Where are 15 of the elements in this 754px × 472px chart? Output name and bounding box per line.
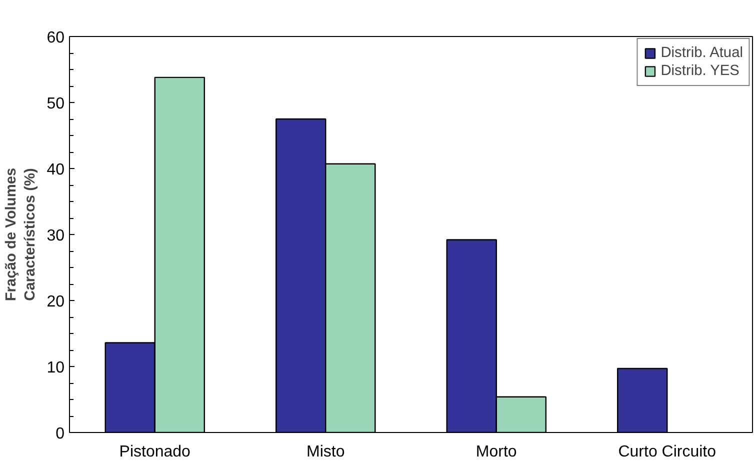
x-tick-label: Curto Circuito [618,444,716,460]
x-tick-label: Morto [476,444,517,460]
x-tick-label: Pistonado [119,444,191,460]
y-tick-label: 30 [46,228,65,244]
y-axis-title: Fração de Volumes Característicos (%) [4,168,39,302]
bar [617,368,668,432]
legend-label: Distrib. Atual [660,45,743,61]
legend-label: Distrib. YES [660,63,740,79]
x-tick-label: Misto [306,444,345,460]
y-tick-label: 60 [46,30,65,46]
y-tick-label: 0 [56,426,65,442]
y-tick-label: 50 [46,96,65,112]
y-tick-label: 10 [46,360,65,376]
y-tick-label: 20 [46,294,65,310]
y-tick-label: 40 [46,162,65,178]
